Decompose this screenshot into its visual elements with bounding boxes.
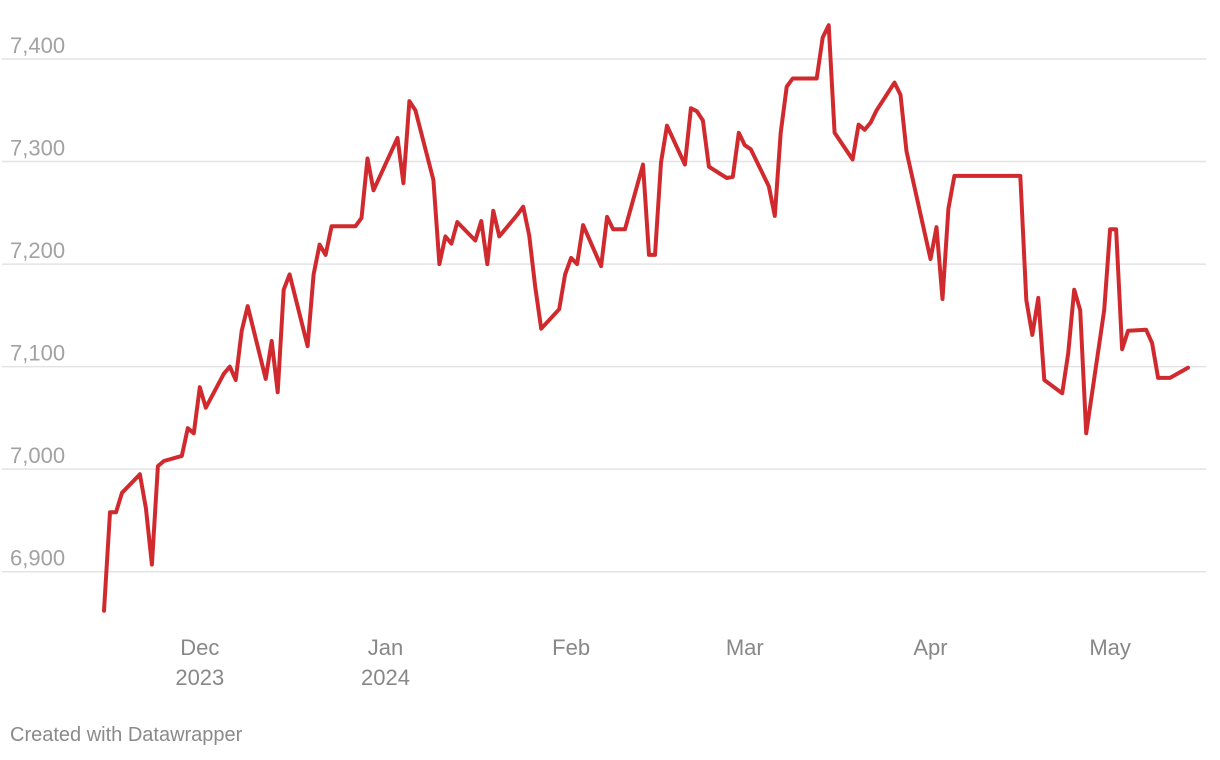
footer-credit: Created with Datawrapper [10, 724, 243, 746]
y-axis-tick-labels: 6,900 7,000 7,100 7,200 7,300 7,400 [10, 33, 65, 571]
y-tick-label: 7,200 [10, 238, 65, 263]
y-tick-label: 7,000 [10, 443, 65, 468]
gridlines [2, 58, 1206, 573]
x-tick-label: May [1089, 635, 1131, 660]
series-layer [102, 23, 1190, 613]
y-tick-label: 7,400 [10, 33, 65, 58]
x-axis-tick-labels: Dec 2023 Jan 2024 Feb Mar Apr May [175, 635, 1131, 690]
x-tick-label: Feb [552, 635, 590, 660]
y-tick-label: 7,300 [10, 136, 65, 161]
y-tick-label: 6,900 [10, 546, 65, 571]
x-tick-label: Dec 2023 [175, 635, 224, 690]
series-line [102, 23, 1190, 613]
x-tick-label: Jan 2024 [361, 635, 410, 690]
x-tick-label: Apr [913, 635, 947, 660]
x-tick-label: Mar [726, 635, 764, 660]
y-tick-label: 7,100 [10, 341, 65, 366]
